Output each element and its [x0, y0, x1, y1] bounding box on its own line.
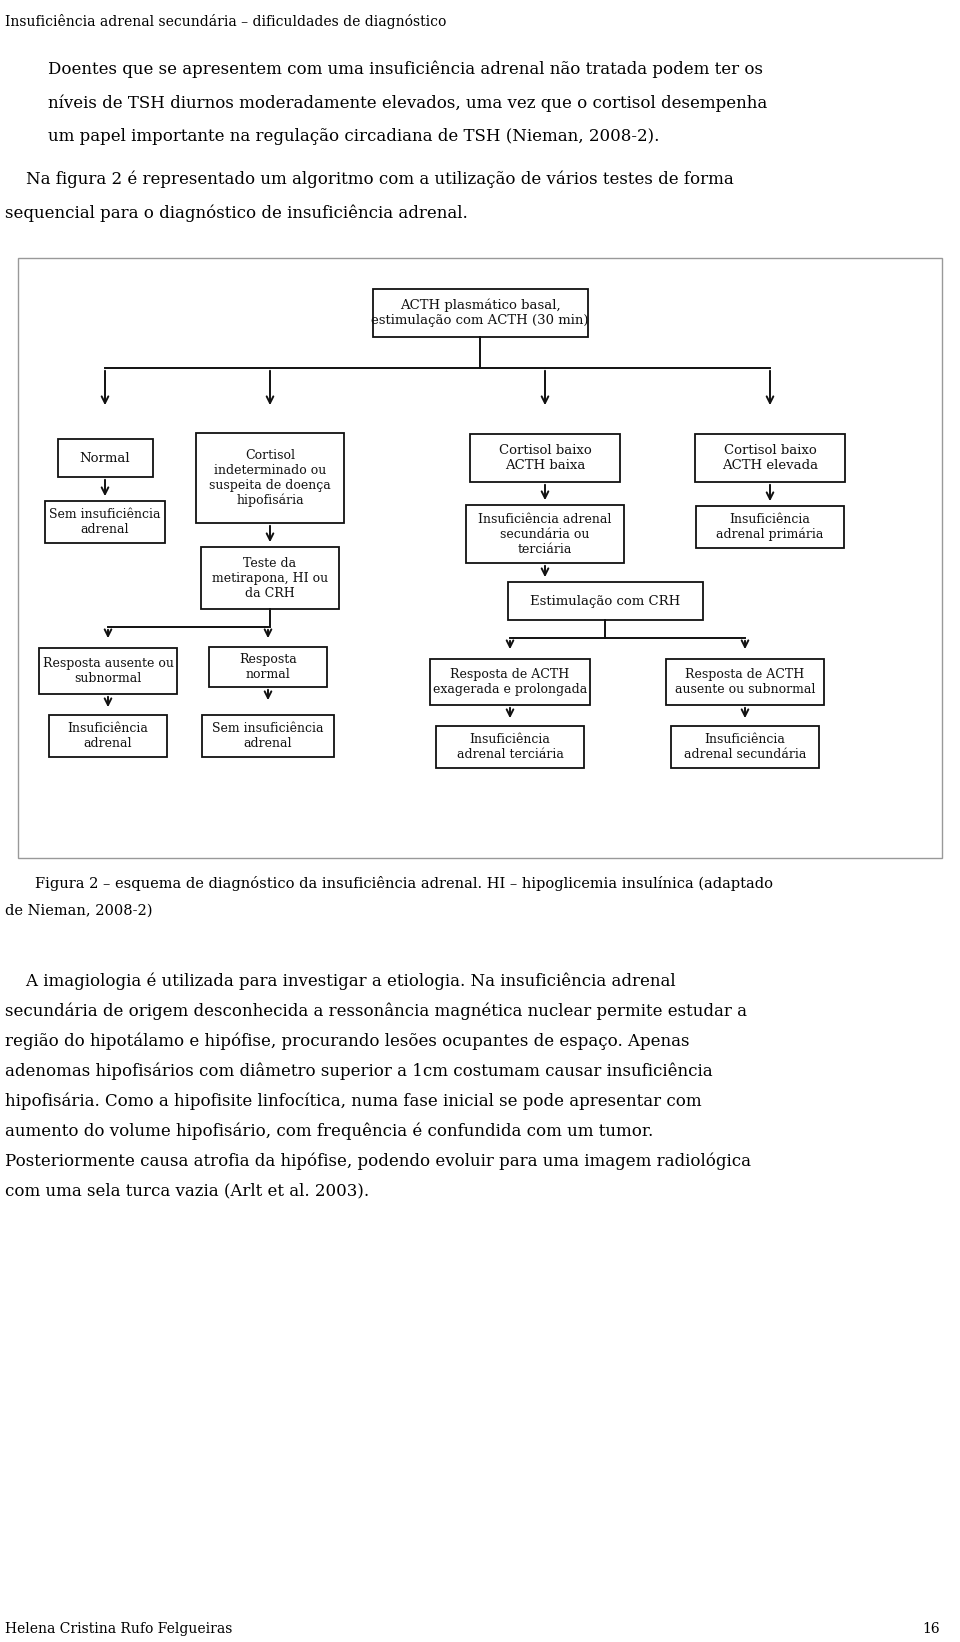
Bar: [696, 506, 844, 548]
Bar: [466, 506, 624, 563]
Bar: [49, 714, 167, 757]
Text: Helena Cristina Rufo Felgueiras: Helena Cristina Rufo Felgueiras: [5, 1622, 232, 1635]
Text: Na figura 2 é representado um algoritmo com a utilização de vários testes de for: Na figura 2 é representado um algoritmo …: [5, 171, 733, 187]
Text: Resposta de ACTH
ausente ou subnormal: Resposta de ACTH ausente ou subnormal: [675, 668, 815, 696]
Text: Sem insuficiência
adrenal: Sem insuficiência adrenal: [212, 722, 324, 750]
Text: Cortisol baixo
ACTH elevada: Cortisol baixo ACTH elevada: [722, 443, 818, 471]
Text: sequencial para o diagnóstico de insuficiência adrenal.: sequencial para o diagnóstico de insufic…: [5, 204, 468, 222]
Text: Teste da
metirapona, HI ou
da CRH: Teste da metirapona, HI ou da CRH: [212, 557, 328, 599]
Bar: [201, 547, 339, 609]
Text: Insuficiência adrenal secundária – dificuldades de diagnóstico: Insuficiência adrenal secundária – dific…: [5, 15, 446, 30]
Text: Posteriormente causa atrofia da hipófise, podendo evoluir para uma imagem radiol: Posteriormente causa atrofia da hipófise…: [5, 1153, 751, 1169]
Text: Resposta ausente ou
subnormal: Resposta ausente ou subnormal: [42, 657, 174, 685]
Text: Insuficiência adrenal
secundária ou
terciária: Insuficiência adrenal secundária ou terc…: [478, 512, 612, 555]
Text: A imagiologia é utilizada para investigar a etiologia. Na insuficiência adrenal: A imagiologia é utilizada para investiga…: [5, 972, 676, 990]
Bar: [671, 726, 819, 768]
Text: de Nieman, 2008-2): de Nieman, 2008-2): [5, 905, 153, 918]
Bar: [695, 433, 845, 483]
Bar: [430, 658, 590, 704]
Text: Doentes que se apresentem com uma insuficiência adrenal não tratada podem ter os: Doentes que se apresentem com uma insufi…: [48, 61, 763, 77]
Text: Sem insuficiência
adrenal: Sem insuficiência adrenal: [49, 507, 160, 535]
Bar: [470, 433, 620, 483]
Text: Insuficiência
adrenal primária: Insuficiência adrenal primária: [716, 512, 824, 542]
Text: Resposta de ACTH
exagerada e prolongada: Resposta de ACTH exagerada e prolongada: [433, 668, 588, 696]
Bar: [18, 258, 942, 859]
Text: Cortisol baixo
ACTH baixa: Cortisol baixo ACTH baixa: [498, 443, 591, 471]
Text: hipofisária. Como a hipofisite linfocítica, numa fase inicial se pode apresentar: hipofisária. Como a hipofisite linfocíti…: [5, 1092, 702, 1110]
Text: com uma sela turca vazia (Arlt et al. 2003).: com uma sela turca vazia (Arlt et al. 20…: [5, 1182, 370, 1199]
Text: Insuficiência
adrenal: Insuficiência adrenal: [67, 722, 149, 750]
Text: Cortisol
indeterminado ou
suspeita de doença
hipofisária: Cortisol indeterminado ou suspeita de do…: [209, 448, 331, 507]
Bar: [39, 649, 177, 695]
Text: um papel importante na regulação circadiana de TSH (Nieman, 2008-2).: um papel importante na regulação circadi…: [48, 128, 660, 144]
Bar: [372, 289, 588, 337]
Bar: [196, 433, 344, 524]
Text: ACTH plasmático basal,
estimulação com ACTH (30 min): ACTH plasmático basal, estimulação com A…: [372, 299, 588, 327]
Bar: [209, 647, 327, 686]
Text: 16: 16: [923, 1622, 940, 1635]
Text: adenomas hipofisários com diâmetro superior a 1cm costumam causar insuficiência: adenomas hipofisários com diâmetro super…: [5, 1062, 712, 1079]
Bar: [436, 726, 584, 768]
Bar: [508, 581, 703, 621]
Text: Normal: Normal: [80, 452, 131, 465]
Bar: [45, 501, 165, 544]
Text: níveis de TSH diurnos moderadamente elevados, uma vez que o cortisol desempenha: níveis de TSH diurnos moderadamente elev…: [48, 94, 767, 112]
Text: Insuficiência
adrenal secundária: Insuficiência adrenal secundária: [684, 732, 806, 760]
Text: Insuficiência
adrenal terciária: Insuficiência adrenal terciária: [457, 732, 564, 760]
Text: região do hipotálamo e hipófise, procurando lesões ocupantes de espaço. Apenas: região do hipotálamo e hipófise, procura…: [5, 1033, 689, 1049]
Text: Estimulação com CRH: Estimulação com CRH: [530, 594, 680, 608]
Text: secundária de origem desconhecida a ressonância magnética nuclear permite estuda: secundária de origem desconhecida a ress…: [5, 1002, 747, 1020]
Text: Figura 2 – esquema de diagnóstico da insuficiência adrenal. HI – hipoglicemia in: Figura 2 – esquema de diagnóstico da ins…: [35, 875, 773, 892]
Bar: [202, 714, 334, 757]
Bar: [666, 658, 824, 704]
Bar: [58, 438, 153, 476]
Text: aumento do volume hipofisário, com frequência é confundida com um tumor.: aumento do volume hipofisário, com frequ…: [5, 1121, 653, 1140]
Text: Resposta
normal: Resposta normal: [239, 654, 297, 681]
